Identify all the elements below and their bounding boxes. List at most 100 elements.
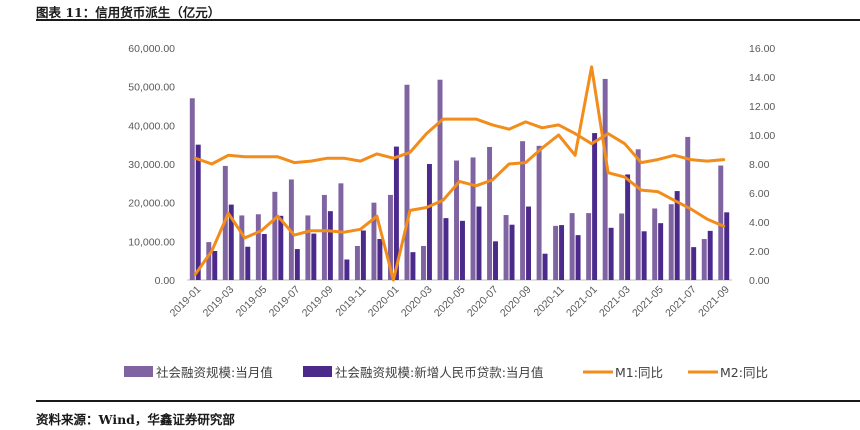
right-tick-label: 0.00	[749, 275, 770, 287]
bar-tsf	[387, 194, 393, 280]
bar-loans	[724, 212, 730, 280]
bar-loans	[509, 224, 515, 280]
bar-tsf	[371, 202, 377, 280]
bar-loans	[426, 164, 432, 280]
bar-tsf	[602, 78, 608, 280]
chart-area: 0.00 10,000.00 20,000.00 30,000.00 40,000.00…	[124, 43, 775, 380]
legend-label: M2:同比	[720, 365, 768, 380]
bar-tsf	[635, 149, 641, 280]
x-tick-label: 2020-05	[432, 284, 468, 320]
bar-loans	[410, 252, 416, 280]
bar-loans	[707, 230, 713, 280]
legend-label: 社会融资规模:当月值	[156, 365, 273, 380]
x-tick-label: 2020-09	[498, 284, 534, 320]
bar-tsf	[569, 213, 575, 280]
series-bars-loans	[195, 133, 730, 280]
left-tick-label: 20,000.00	[128, 198, 175, 210]
bar-loans	[294, 249, 300, 280]
bar-loans	[608, 227, 614, 280]
x-tick-label: 2021-09	[696, 284, 732, 320]
bar-loans	[360, 230, 366, 280]
bar-tsf	[586, 213, 592, 280]
bar-tsf	[470, 157, 476, 280]
bar-loans	[592, 133, 598, 280]
bar-tsf	[206, 242, 212, 280]
left-tick-label: 60,000.00	[128, 43, 175, 55]
bar-tsf	[189, 98, 195, 281]
bar-tsf	[503, 215, 509, 280]
x-tick-label: 2019-09	[300, 284, 336, 320]
right-tick-label: 10.00	[749, 130, 775, 142]
bar-tsf	[305, 215, 311, 280]
legend-label: 社会融资规模:新增人民币贷款:当月值	[335, 365, 543, 380]
bar-tsf	[454, 160, 459, 280]
bar-loans	[625, 174, 631, 280]
bar-tsf	[255, 214, 261, 280]
bar-loans	[674, 191, 680, 280]
x-tick-label: 2021-05	[630, 284, 666, 320]
bar-loans	[658, 223, 664, 280]
x-tick-label: 2020-01	[366, 284, 402, 320]
left-tick-label: 30,000.00	[128, 159, 175, 171]
bar-loans	[245, 246, 251, 280]
bar-tsf	[421, 245, 426, 280]
bar-loans	[575, 235, 581, 280]
x-tick-label: 2019-11	[333, 284, 368, 319]
bar-tsf	[652, 208, 658, 280]
legend-swatch	[303, 366, 332, 377]
bar-tsf	[321, 194, 327, 280]
source-note: 资料来源：Wind，华鑫证券研究部	[36, 412, 235, 427]
bar-loans	[393, 146, 399, 280]
x-tick-label: 2021-03	[597, 284, 633, 320]
x-tick-label: 2019-03	[201, 284, 237, 320]
bar-tsf	[272, 191, 278, 280]
bar-loans	[212, 251, 218, 280]
bar-tsf	[437, 79, 443, 280]
bar-tsf	[520, 141, 526, 280]
bar-loans	[327, 211, 333, 280]
bar-tsf	[619, 213, 625, 280]
line-m1	[193, 65, 726, 282]
bar-loans	[691, 247, 697, 280]
x-axis: 2019-012019-032019-052019-072019-092019-…	[168, 284, 732, 320]
x-tick-label: 2021-07	[663, 284, 699, 320]
bar-loans	[493, 241, 498, 280]
legend-swatch	[124, 366, 153, 377]
right-tick-label: 6.00	[749, 188, 770, 200]
right-axis: 0.00 2.00 4.00 6.00 8.00 10.00 12.00 14.00 16.00	[749, 43, 775, 287]
x-tick-label: 2020-07	[465, 284, 501, 320]
left-tick-label: 50,000.00	[128, 82, 175, 94]
bar-loans	[195, 144, 201, 280]
right-tick-label: 12.00	[749, 101, 775, 113]
bar-loans	[476, 206, 482, 280]
bar-tsf	[536, 145, 542, 280]
x-tick-label: 2020-03	[399, 284, 435, 320]
x-tick-label: 2019-01	[168, 284, 204, 320]
source-rule	[36, 400, 860, 402]
bar-loans	[526, 206, 532, 280]
legend-label: M1:同比	[615, 365, 663, 380]
bar-loans	[377, 239, 383, 280]
bar-tsf	[354, 245, 360, 280]
bar-loans	[542, 253, 548, 280]
bar-tsf	[701, 239, 707, 280]
right-tick-label: 8.00	[749, 159, 770, 171]
x-tick-label: 2020-11	[532, 284, 567, 319]
bar-loans	[228, 204, 234, 280]
left-tick-label: 40,000.00	[128, 120, 175, 132]
right-tick-label: 14.00	[749, 72, 775, 84]
bar-loans	[641, 231, 647, 280]
bar-loans	[443, 218, 449, 280]
bar-tsf	[487, 146, 493, 280]
bar-tsf	[239, 215, 245, 280]
series-lines	[193, 65, 726, 282]
x-tick-label: 2019-07	[267, 284, 303, 320]
bar-tsf	[404, 84, 410, 280]
bar-loans	[559, 225, 565, 280]
right-tick-label: 4.00	[749, 217, 770, 229]
title-rule	[36, 19, 860, 21]
legend: 社会融资规模:当月值 社会融资规模:新增人民币贷款:当月值 M1:同比 M2:同比	[124, 365, 768, 380]
bar-loans	[261, 233, 267, 280]
line-m2	[193, 117, 726, 166]
left-tick-label: 10,000.00	[128, 236, 175, 248]
